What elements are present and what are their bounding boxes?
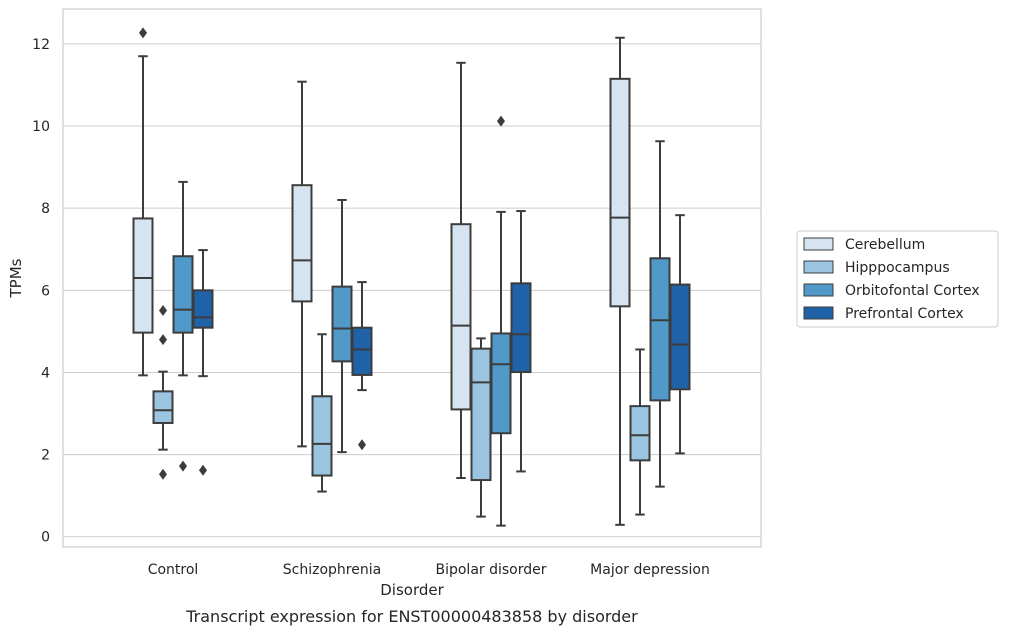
y-tick-label: 12 — [32, 37, 50, 53]
box — [291, 184, 313, 303]
box — [192, 289, 214, 329]
box — [331, 285, 353, 363]
box — [351, 326, 373, 376]
box — [510, 282, 532, 374]
y-tick-label: 2 — [41, 448, 50, 464]
plot-frame — [62, 8, 762, 548]
box-group — [649, 140, 671, 488]
y-tick-label: 6 — [41, 283, 50, 299]
y-tick-label: 8 — [41, 201, 50, 217]
legend-label: Prefrontal Cortex — [845, 306, 964, 322]
outlier-point — [159, 468, 167, 480]
box — [629, 405, 651, 462]
legend-label: Orbitofontal Cortex — [845, 283, 980, 299]
box — [609, 77, 631, 308]
box-group — [172, 180, 194, 472]
legend-label: Hipppocampus — [845, 260, 950, 276]
figure-caption: Transcript expression for ENST0000048385… — [185, 607, 638, 626]
legend-swatch — [803, 260, 834, 274]
y-tick-label: 4 — [41, 365, 50, 381]
y-tick-labels: 0 2 4 6 8 10 12 — [32, 37, 50, 546]
box-group — [669, 214, 691, 455]
x-tick-labels: Control Schizophrenia Bipolar disorder Majo… — [148, 562, 710, 578]
legend-swatch — [803, 306, 834, 320]
box-group — [490, 115, 512, 527]
x-axis-label: Disorder — [380, 581, 444, 599]
box — [132, 217, 154, 334]
outlier-point — [159, 334, 167, 346]
box-group — [629, 348, 651, 516]
legend-label: Cerebellum — [845, 237, 925, 253]
outlier-point — [139, 27, 147, 39]
box-group — [609, 36, 631, 526]
box-group — [331, 198, 353, 454]
box — [152, 390, 174, 424]
box-groups — [132, 27, 691, 527]
x-tick-label: Schizophrenia — [283, 562, 381, 578]
legend-swatch — [803, 237, 834, 251]
y-tick-label: 10 — [32, 119, 50, 135]
box — [490, 332, 512, 435]
box — [470, 347, 492, 482]
x-tick-label: Bipolar disorder — [435, 562, 546, 578]
box — [669, 283, 691, 391]
box — [649, 257, 671, 402]
x-tick-label: Control — [148, 562, 199, 578]
legend-frame — [796, 230, 999, 328]
box-group — [470, 337, 492, 518]
legend-swatch — [803, 283, 834, 297]
outlier-point — [179, 460, 187, 472]
box-group — [152, 304, 174, 480]
box — [450, 223, 472, 411]
box-group — [351, 281, 373, 451]
outlier-point — [497, 115, 505, 127]
box-group — [311, 333, 333, 493]
outlier-point — [159, 304, 167, 316]
box-group — [450, 61, 472, 480]
legend: Cerebellum Hipppocampus Orbitofontal Corte… — [796, 230, 999, 328]
x-tick-label: Major depression — [590, 562, 710, 578]
outlier-point — [199, 464, 207, 476]
y-axis-label: TPMs — [7, 258, 25, 298]
box-group — [132, 27, 154, 377]
box-group — [192, 249, 214, 476]
y-tick-label: 0 — [41, 530, 50, 546]
box-group — [291, 80, 313, 448]
box — [172, 255, 194, 334]
box-group — [510, 210, 532, 473]
box — [311, 395, 333, 477]
outlier-point — [358, 439, 366, 451]
